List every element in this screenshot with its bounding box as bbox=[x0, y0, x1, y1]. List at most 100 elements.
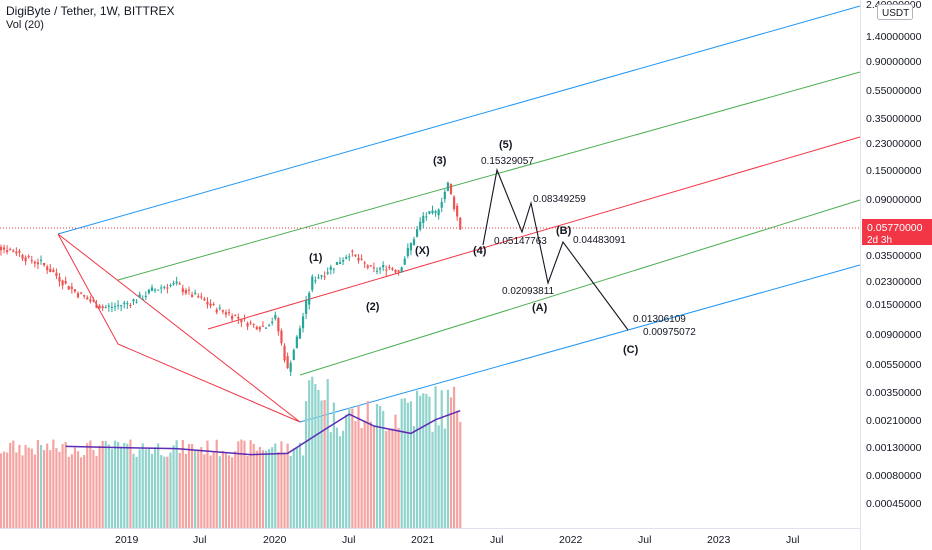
volume-bar bbox=[70, 454, 73, 528]
candle-body bbox=[73, 289, 77, 292]
candle-body bbox=[209, 303, 212, 306]
candle-body bbox=[329, 266, 332, 270]
candle-body bbox=[289, 362, 292, 372]
projection-path[interactable] bbox=[482, 168, 629, 331]
volume-bar bbox=[403, 398, 406, 528]
volume-bar bbox=[194, 450, 197, 528]
pitchfork[interactable] bbox=[57, 5, 861, 423]
volume-bar bbox=[409, 401, 413, 528]
volume-bar bbox=[15, 452, 18, 528]
candle-body bbox=[126, 303, 129, 305]
volume-bar bbox=[116, 442, 120, 528]
volume-legend[interactable]: Vol (20) bbox=[6, 19, 44, 31]
volume-bar bbox=[203, 454, 206, 528]
volume-bar bbox=[39, 445, 43, 528]
candle-body bbox=[55, 272, 58, 276]
candle-body bbox=[415, 229, 419, 237]
volume-bar bbox=[394, 414, 397, 528]
volume-bar bbox=[289, 455, 292, 528]
volume-bar bbox=[184, 453, 187, 528]
volume-bar bbox=[397, 427, 400, 528]
volume-bar bbox=[298, 442, 302, 528]
candle-body bbox=[237, 316, 240, 319]
pitchfork-upper-green bbox=[117, 71, 861, 281]
candle-body bbox=[348, 256, 351, 258]
candle-body bbox=[190, 294, 194, 297]
candle-body bbox=[400, 267, 403, 273]
pitchfork-lower-green bbox=[299, 199, 861, 376]
volume-bar bbox=[243, 440, 246, 528]
candle-body bbox=[89, 299, 92, 302]
wave-label-c: (C) bbox=[623, 344, 639, 356]
volume-bar bbox=[264, 450, 268, 528]
x-axis-ticks[interactable]: 2019 Jul 2020 Jul 2021 Jul 2022 Jul 2023… bbox=[115, 534, 799, 546]
candle-body bbox=[388, 266, 391, 268]
volume-bar bbox=[101, 440, 104, 528]
current-price-label[interactable]: 0.05770000 2d 3h bbox=[862, 219, 932, 246]
volume-bar bbox=[425, 393, 428, 528]
candle-body bbox=[64, 280, 67, 284]
y-tick: 0.00045000 bbox=[866, 498, 922, 510]
volume-bar bbox=[234, 451, 237, 528]
price-note-3: 0.05147763 bbox=[494, 236, 547, 247]
y-tick: 0.00080000 bbox=[866, 470, 922, 482]
candle-body bbox=[277, 318, 280, 332]
candle-body bbox=[391, 268, 394, 270]
candle-body bbox=[116, 305, 120, 307]
volume-bar bbox=[83, 454, 86, 528]
volume-bar bbox=[323, 400, 326, 528]
volume-bar bbox=[178, 452, 181, 528]
candle-body bbox=[369, 265, 372, 267]
volume-bar bbox=[58, 451, 61, 528]
volume-bar bbox=[89, 440, 92, 528]
volume-bar bbox=[132, 453, 135, 528]
x-tick: Jul bbox=[490, 534, 503, 546]
candle-body bbox=[298, 328, 302, 339]
volume-bar bbox=[422, 393, 425, 528]
volume-bar bbox=[175, 440, 178, 528]
y-tick: 0.00130000 bbox=[866, 442, 922, 454]
volume-bar bbox=[271, 447, 274, 528]
candle-body bbox=[83, 295, 86, 297]
price-note-5: 0.02093811 bbox=[502, 286, 555, 297]
volume-bar bbox=[46, 443, 49, 528]
currency-badge[interactable]: USDT bbox=[877, 4, 913, 20]
candle-body bbox=[49, 268, 52, 273]
candle-body bbox=[21, 254, 24, 259]
volume-bar bbox=[187, 443, 191, 528]
volume-bar bbox=[169, 452, 172, 528]
price-note-6: 0.01306109 bbox=[633, 314, 686, 325]
wave-label-2: (2) bbox=[366, 301, 380, 313]
volume-bar bbox=[92, 450, 95, 528]
candle-body bbox=[107, 305, 110, 307]
x-tick: 2023 bbox=[707, 534, 731, 546]
volume-bar bbox=[224, 452, 228, 528]
volume-bar bbox=[320, 400, 323, 528]
candle-body bbox=[212, 303, 215, 305]
volume-bar bbox=[311, 376, 314, 528]
candle-body bbox=[141, 298, 144, 300]
y-axis-ticks[interactable]: 2.40000000 1.40000000 0.90000000 0.55000… bbox=[866, 0, 922, 510]
candle-body bbox=[6, 250, 9, 253]
volume-bar bbox=[157, 443, 160, 528]
volume-bar bbox=[456, 410, 459, 528]
candle-body bbox=[301, 316, 305, 329]
volume-bar bbox=[274, 443, 277, 528]
volume-bar bbox=[342, 430, 345, 528]
candle-body bbox=[101, 306, 104, 309]
volume-bar bbox=[104, 440, 107, 528]
candle-body bbox=[200, 296, 203, 298]
volume-bar bbox=[375, 404, 379, 528]
volume-bar bbox=[443, 428, 446, 528]
volume-bar bbox=[6, 452, 9, 528]
volume-bar bbox=[314, 383, 317, 528]
candle-body bbox=[305, 299, 308, 314]
candle-body bbox=[2, 247, 6, 250]
symbol-title[interactable]: DigiByte / Tether, 1W, BITTREX bbox=[6, 4, 175, 18]
volume-bar bbox=[277, 452, 280, 528]
volume-bar bbox=[317, 389, 320, 528]
volume-bar bbox=[113, 440, 117, 528]
candle-body bbox=[206, 301, 209, 305]
candle-body bbox=[428, 211, 431, 214]
